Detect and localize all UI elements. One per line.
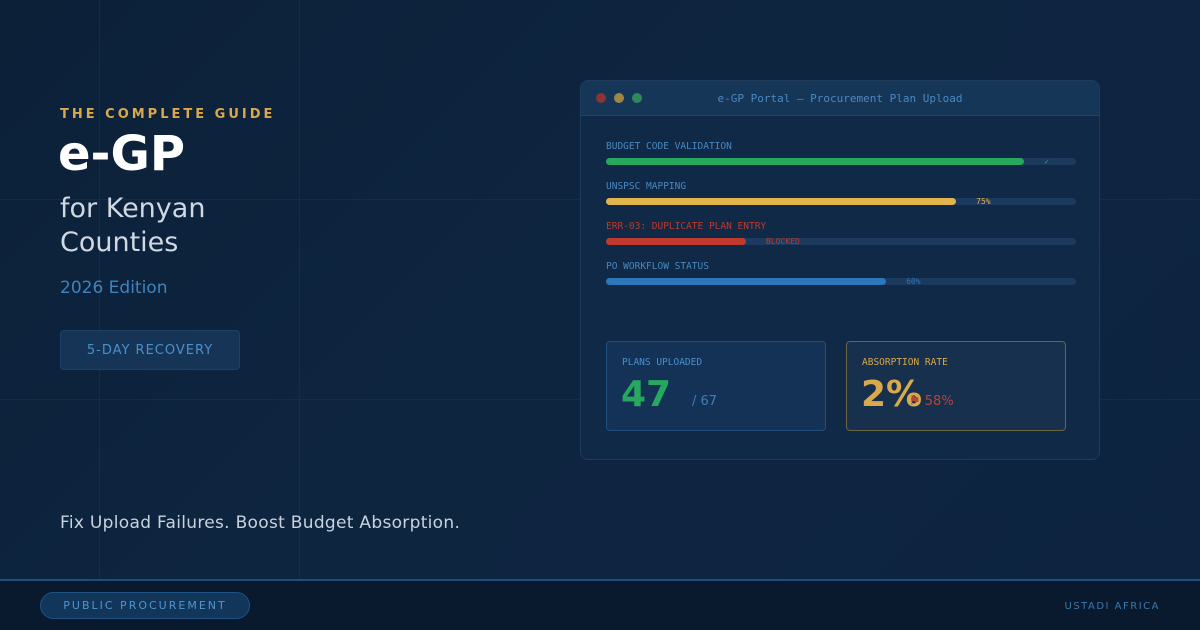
progress-po-workflow: PO WORKFLOW STATUS 60%	[606, 261, 1076, 286]
absorption-rate-card: ABSORPTION RATE 2% ⚑ 58%	[846, 341, 1066, 431]
progress-percent: 60%	[906, 277, 921, 286]
progress-fill	[606, 198, 957, 205]
stat-label: ABSORPTION RATE	[862, 357, 948, 368]
progress-fill	[606, 278, 887, 285]
category-tag[interactable]: PUBLIC PROCUREMENT	[40, 592, 250, 619]
absorption-target: ⚑ 58%	[909, 394, 954, 409]
plans-uploaded-card: PLANS UPLOADED 47 / 67	[606, 341, 826, 431]
close-dot-icon[interactable]	[596, 93, 606, 103]
tagline: Fix Upload Failures. Boost Budget Absorp…	[60, 513, 461, 533]
minimize-dot-icon[interactable]	[614, 93, 624, 103]
progress-track: BLOCKED	[606, 237, 1076, 246]
check-icon: ✓	[1044, 157, 1050, 166]
progress-fill	[606, 158, 1025, 165]
page-subtitle: for Kenyan Counties	[60, 193, 206, 258]
blocked-status: BLOCKED	[766, 237, 800, 246]
plans-uploaded-value: 47	[621, 374, 672, 415]
grid-line	[99, 0, 100, 580]
brand-name: USTADI AFRICA	[1064, 601, 1160, 612]
progress-label: UNSPSC MAPPING	[606, 181, 687, 192]
window-titlebar: e-GP Portal — Procurement Plan Upload	[581, 81, 1099, 116]
progress-track: 75%	[606, 197, 1076, 206]
recovery-button[interactable]: 5-DAY RECOVERY	[60, 330, 240, 370]
plans-total: / 67	[692, 394, 718, 409]
progress-budget-code: BUDGET CODE VALIDATION ✓	[606, 141, 1076, 166]
progress-track: ✓	[606, 157, 1076, 166]
progress-percent: 75%	[976, 197, 991, 206]
portal-window: e-GP Portal — Procurement Plan Upload BU…	[580, 80, 1100, 460]
stat-label: PLANS UPLOADED	[622, 357, 703, 368]
progress-unspsc: UNSPSC MAPPING 75%	[606, 181, 1076, 206]
progress-duplicate-error: ERR-03: DUPLICATE PLAN ENTRY BLOCKED	[606, 221, 1076, 246]
error-label: ERR-03: DUPLICATE PLAN ENTRY	[606, 221, 767, 232]
grid-line	[299, 0, 300, 580]
progress-track: 60%	[606, 277, 1076, 286]
edition-label: 2026 Edition	[60, 278, 168, 298]
window-title: e-GP Portal — Procurement Plan Upload	[717, 92, 963, 105]
page-title: e-GP	[58, 126, 186, 182]
footer: PUBLIC PROCUREMENT USTADI AFRICA	[0, 579, 1200, 630]
progress-fill	[606, 238, 747, 245]
kicker-text: THE COMPLETE GUIDE	[60, 107, 276, 122]
progress-label: PO WORKFLOW STATUS	[606, 261, 709, 272]
progress-label: BUDGET CODE VALIDATION	[606, 141, 732, 152]
maximize-dot-icon[interactable]	[632, 93, 642, 103]
absorption-rate-value: 2%	[861, 374, 923, 415]
